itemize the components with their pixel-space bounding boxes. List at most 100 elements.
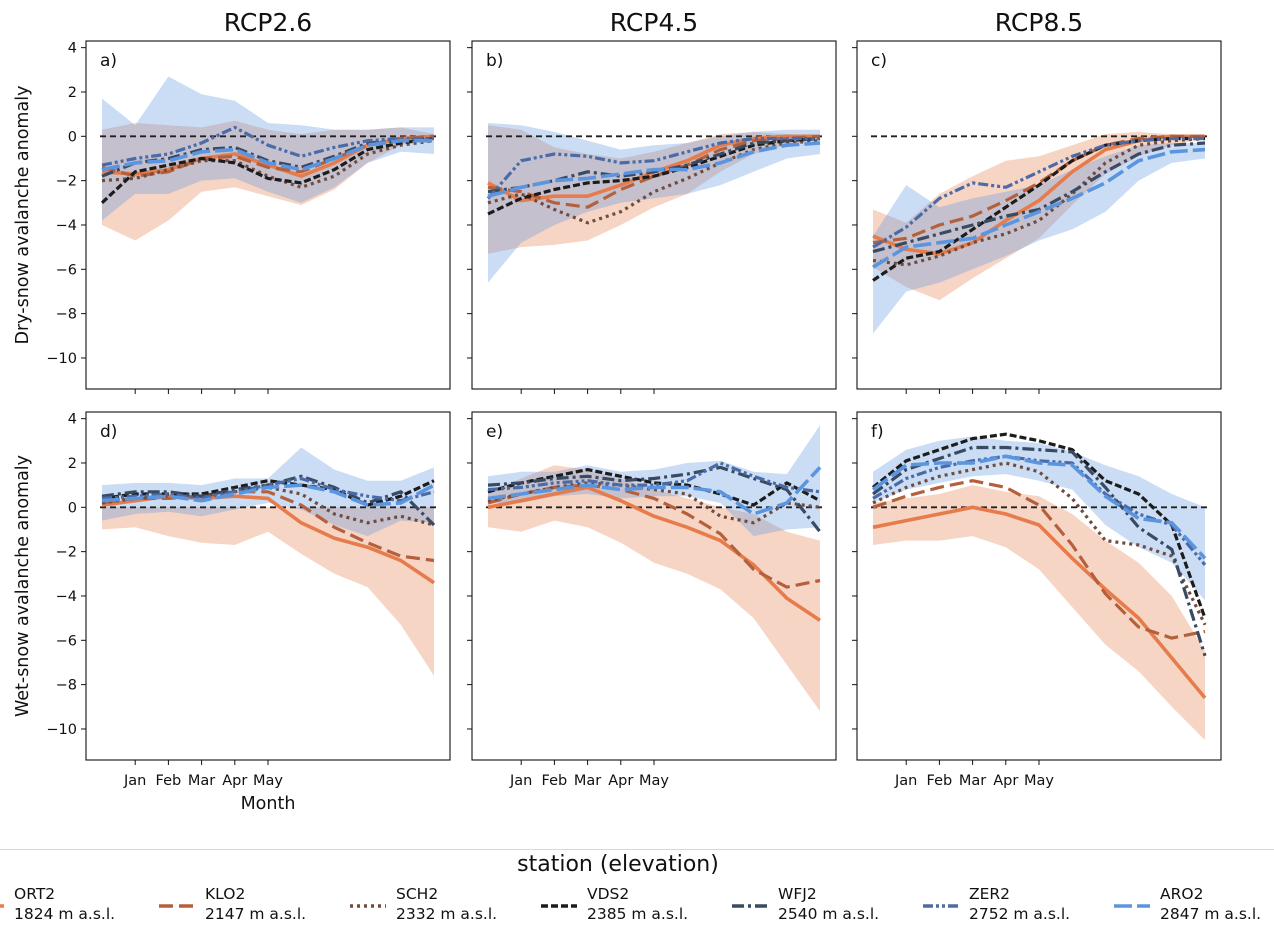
x-tick-label: Mar [188,773,215,789]
legend-elevation: 2332 m a.s.l. [396,905,498,923]
x-tick-label: Feb [927,773,953,789]
legend-station: ARO2 [1160,885,1204,903]
series-line-aro2 [871,454,1207,560]
series-line-zer2 [872,136,1205,249]
panel-c: c) [852,40,1222,394]
legend-swatch [541,904,577,908]
series-line-sch2 [872,136,1206,267]
y-tick-label: 4 [68,41,77,57]
x-tick-label: Apr [608,773,633,789]
y-axis-label-wet: Wet-snow avalanche anomaly [13,455,33,717]
panel-letter: d) [100,422,117,442]
legend-swatch [0,904,4,908]
legend-elevation: 2385 m a.s.l. [587,905,689,923]
series-line-vds2 [487,136,821,216]
x-tick-label: Apr [222,773,247,789]
series-line-aro2 [101,483,435,507]
series-line-sch2 [872,461,1207,626]
panel-d: 4 2 0 −2 −4 −6 −8 −10 Jan Feb Mar Apr May d) Month [46,411,451,814]
x-tick-label: Mar [574,773,601,789]
series-line-klo2 [487,483,821,589]
band-aro2 [102,76,434,221]
y-tick-label: −8 [56,307,77,323]
series-line-klo2 [487,134,821,209]
column-title-rcp45: RCP4.5 [610,8,698,37]
legend-title: station (elevation) [517,852,719,877]
series-line-aro2 [487,141,821,198]
column-title-rcp85: RCP8.5 [995,8,1083,37]
x-axis-label: Month [241,794,296,814]
legend-swatch [732,904,768,908]
band-aro2 [488,123,820,283]
legend-swatch [350,904,386,908]
band-aro2 [873,143,1205,334]
y-tick-label: −2 [56,545,77,561]
y-tick-label: −6 [56,262,77,278]
y-tick-label: −6 [56,633,77,649]
panel-e: Jan Feb Mar Apr May e) [467,411,837,789]
panel-a: 4 2 0 −2 −4 −6 −8 −10 a) [46,40,451,394]
series-line-aro2 [487,466,822,516]
panel-b: b) [467,40,837,394]
y-tick-label: −4 [56,589,77,605]
x-tick-label: Feb [156,773,182,789]
y-axis-label-dry: Dry-snow avalanche anomaly [13,86,33,345]
legend-elevation: 2847 m a.s.l. [1160,905,1262,923]
legend-swatch [923,904,959,908]
y-tick-label: −2 [56,174,77,190]
legend-elevation: 2752 m a.s.l. [969,905,1071,923]
panel-f: Jan Feb Mar Apr May f) [852,411,1222,789]
legend-swatch [159,904,195,908]
series-line-zer2 [486,136,820,200]
x-tick-label: May [253,773,283,789]
x-tick-label: Jan [123,773,146,789]
x-tick-label: Feb [542,773,568,789]
x-tick-label: Apr [993,773,1018,789]
x-tick-label: Mar [959,773,986,789]
x-tick-label: Jan [894,773,917,789]
legend-elevation: 1824 m a.s.l. [14,905,116,923]
band-ort2 [873,131,1205,301]
series-line-sch2 [101,139,435,189]
series-line-sch2 [487,139,821,225]
legend-station: KLO2 [205,885,246,903]
y-tick-label: 0 [68,500,77,516]
series-line-aro2 [872,147,1206,269]
panel-letter: e) [486,422,503,442]
legend-elevation: 2147 m a.s.l. [205,905,307,923]
band-ort2 [488,465,820,712]
legend-separator [0,849,1274,850]
y-tick-label: 2 [68,85,77,101]
legend-elevation: 2540 m a.s.l. [778,905,880,923]
column-title-rcp26: RCP2.6 [224,8,312,37]
series-line-zer2 [101,125,434,167]
series-line-vds2 [871,432,1207,619]
series-line-zer2 [872,454,1207,566]
panel-letter: f) [871,422,884,442]
y-tick-label: −10 [46,722,77,738]
band-aro2 [873,436,1205,601]
y-tick-label: −8 [56,678,77,694]
band-aro2 [488,425,820,537]
series-line-klo2 [872,479,1206,640]
panel-letter: a) [100,51,117,71]
legend-station: ZER2 [969,885,1011,903]
x-tick-label: Jan [509,773,532,789]
legend-swatch [1114,904,1150,908]
series-line-wfj2 [487,465,822,533]
y-tick-label: 2 [68,456,77,472]
series-line-wfj2 [101,136,435,178]
series-line-aro2 [101,138,434,172]
y-tick-label: 0 [68,129,77,145]
band-ort2 [873,485,1205,741]
x-tick-label: May [639,773,669,789]
series-line-klo2 [101,490,435,563]
legend-station: WFJ2 [778,885,817,903]
series-line-wfj2 [872,141,1206,254]
panel-letter: b) [486,51,503,71]
y-tick-label: −4 [56,218,77,234]
series-line-zer2 [101,476,435,503]
legend-station: VDS2 [587,885,630,903]
series-line-zer2 [487,461,821,494]
